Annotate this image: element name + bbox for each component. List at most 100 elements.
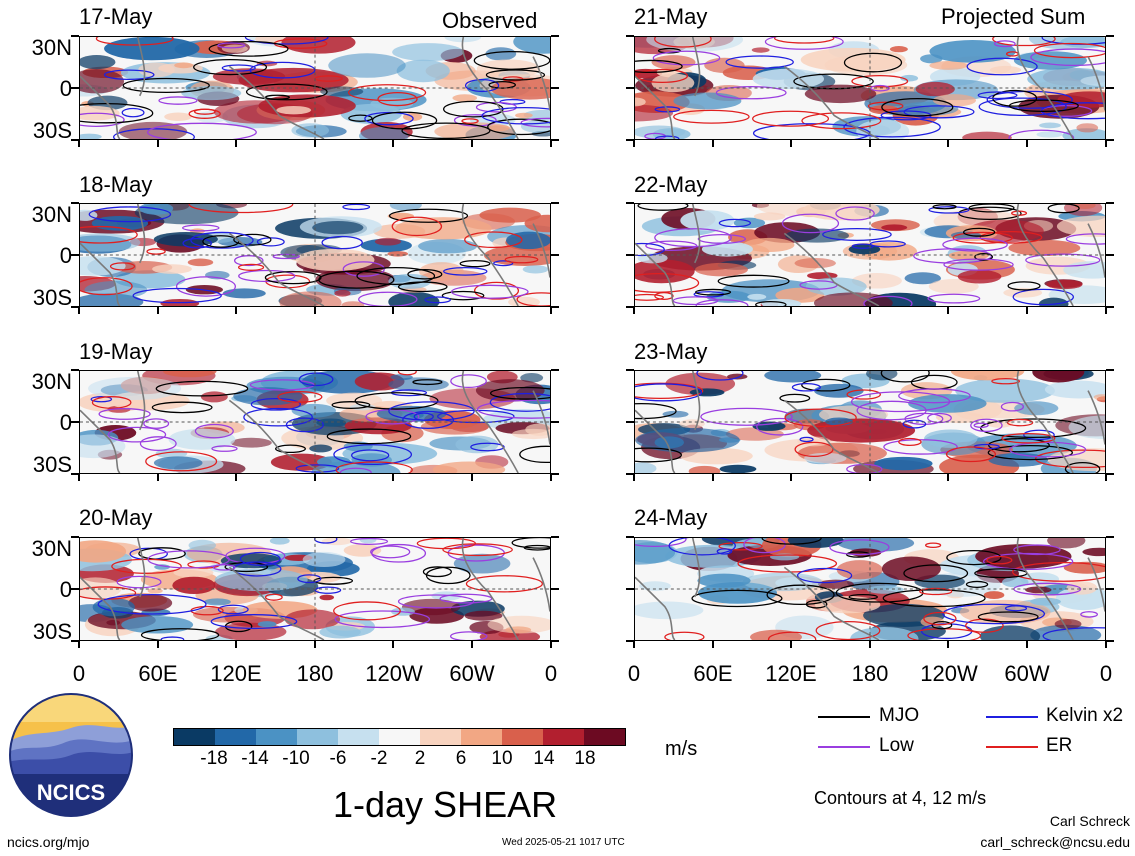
colorbar-tick: 14 <box>533 748 555 769</box>
wave-contour <box>652 50 721 66</box>
axis-tick <box>71 202 79 204</box>
wave-contour <box>98 408 151 420</box>
date-label-17-may: 17-May <box>79 4 153 29</box>
shear-anomaly-patch <box>817 579 854 589</box>
shear-anomaly-patch <box>505 626 532 634</box>
wave-contour <box>970 418 1003 433</box>
wave-contour <box>773 37 835 44</box>
coastline <box>461 371 519 473</box>
axis-tick <box>947 140 950 147</box>
footer-url[interactable]: ncics.org/mjo <box>7 834 90 850</box>
wave-contour <box>356 267 436 285</box>
axis-tick <box>626 536 634 538</box>
wave-contour <box>211 445 238 452</box>
wave-contour <box>397 371 417 376</box>
shear-anomaly-patch <box>1047 538 1086 549</box>
shear-anomaly-patch <box>147 588 163 594</box>
colorbar-segment <box>584 729 625 745</box>
shear-anomaly-patch <box>80 540 127 563</box>
map-graphic <box>635 37 1105 139</box>
axis-tick <box>633 641 635 648</box>
date-label-24-may: 24-May <box>634 505 708 530</box>
shear-anomaly-patch <box>390 374 413 381</box>
wave-contour <box>80 102 154 124</box>
wave-contour <box>781 213 840 234</box>
wave-contour <box>718 541 763 551</box>
wave-contour <box>348 84 427 102</box>
axis-tick <box>551 640 559 642</box>
shear-anomaly-patch <box>452 94 478 102</box>
wave-contour <box>504 255 539 264</box>
axis-tick <box>711 474 714 481</box>
wave-contour <box>973 422 989 429</box>
shear-anomaly-patch <box>187 258 214 267</box>
shear-anomaly-patch <box>138 62 175 78</box>
colorbar-segment <box>297 729 338 745</box>
observed-header: Observed <box>442 8 538 33</box>
shear-anomaly-patch <box>635 462 657 473</box>
wave-contour <box>481 106 550 125</box>
axis-tick <box>549 140 552 147</box>
lat-label-eq: 0 <box>59 577 72 602</box>
coastline <box>80 242 121 306</box>
wave-contour <box>97 593 207 615</box>
wave-contour <box>371 111 438 130</box>
wave-contour <box>264 593 283 601</box>
wave-contour <box>476 399 550 419</box>
shear-anomaly-patch <box>341 301 365 306</box>
wave-contour <box>91 396 132 409</box>
map-panel-22-may <box>634 203 1106 307</box>
axis-tick <box>626 369 634 371</box>
axis-tick <box>626 306 634 308</box>
wave-contour <box>1008 99 1079 112</box>
colorbar-units: m/s <box>665 738 698 760</box>
shear-anomaly-patch <box>524 214 550 233</box>
shear-anomaly-patch <box>475 379 545 402</box>
coastline <box>136 371 146 431</box>
footer-email[interactable]: carl_schreck@ncsu.edu <box>980 834 1130 850</box>
wave-contour <box>851 75 909 88</box>
shear-anomaly-patch <box>374 237 402 246</box>
axis-tick <box>1106 473 1114 475</box>
wave-contour <box>829 539 890 556</box>
axis-tick <box>790 641 793 648</box>
wave-contour <box>645 240 698 252</box>
wave-contour <box>140 628 220 640</box>
wave-contour <box>147 122 257 139</box>
wave-contour <box>1047 204 1080 214</box>
wave-contour <box>365 409 420 425</box>
shear-anomaly-patch <box>168 428 236 450</box>
lat-label-eq: 0 <box>59 243 72 268</box>
wave-contour <box>717 274 790 288</box>
shear-anomaly-patch <box>418 238 478 254</box>
shear-anomaly-patch <box>701 241 753 257</box>
map-panel-17-may <box>79 36 551 140</box>
wave-contour <box>978 97 1067 117</box>
lat-label-30s: 30S <box>32 619 72 644</box>
wave-contour <box>182 237 212 249</box>
wave-contour <box>264 271 322 285</box>
axis-tick <box>626 139 634 141</box>
axis-tick <box>71 254 79 256</box>
shear-anomaly-patch <box>319 625 361 639</box>
map-graphic <box>80 371 550 473</box>
wave-contour <box>700 407 793 426</box>
shear-anomaly-patch <box>889 46 908 53</box>
coastline <box>1016 204 1074 306</box>
wave-contour <box>333 444 413 466</box>
wave-contour <box>987 444 1073 461</box>
wave-contour <box>217 604 249 615</box>
wave-contour <box>843 52 903 73</box>
axis-tick <box>551 588 559 590</box>
date-label-21-may: 21-May <box>634 4 708 29</box>
lat-label-30n: 30N <box>31 202 72 227</box>
wave-contour <box>188 108 221 119</box>
shear-anomaly-patch <box>92 598 135 617</box>
shear-anomaly-patch <box>485 47 517 61</box>
axis-tick <box>71 588 79 590</box>
shear-anomaly-patch <box>395 217 492 240</box>
wave-contour <box>968 204 1015 213</box>
shear-anomaly-patch <box>128 594 173 612</box>
map-graphic <box>80 37 550 139</box>
shear-anomaly-patch <box>695 262 748 277</box>
